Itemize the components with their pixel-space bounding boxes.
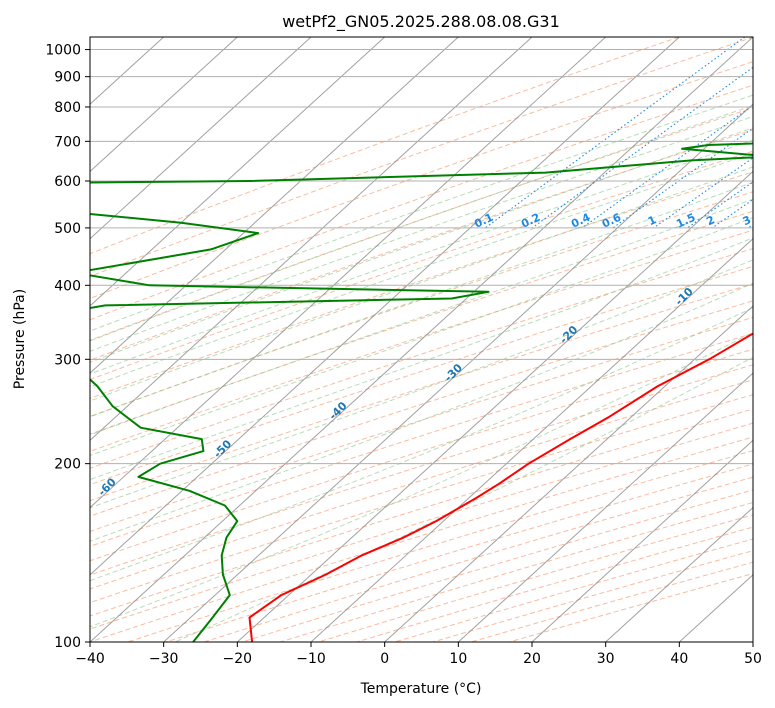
y-axis: 1000 900 800 700 600 500 400 300 200 100: [45, 43, 90, 651]
temperature-profile-line: [248, 332, 753, 642]
y-tick-label: 900: [54, 70, 81, 86]
isotherm: [531, 439, 753, 642]
y-axis-title: Pressure (hPa): [12, 289, 28, 389]
dry-adiabat: [90, 332, 753, 547]
isotherm: [90, 37, 312, 240]
dry-adiabat: [90, 84, 753, 321]
isotherm: [605, 506, 753, 642]
x-tick-label: 0: [380, 651, 389, 667]
sounding-series: [90, 142, 753, 642]
dry-adiabat: [90, 348, 753, 562]
isotherm: [90, 37, 680, 576]
isotherm: [90, 37, 607, 509]
isotherm: [90, 37, 533, 442]
mixing-ratio-line: [531, 66, 753, 229]
dewpoint-profile-line: [90, 142, 753, 642]
y-tick-label: 100: [54, 635, 81, 651]
dry-adiabat: [90, 150, 753, 381]
y-tick-label: 600: [54, 174, 81, 190]
moist-adiabat: [90, 94, 753, 332]
x-tick-label: 40: [670, 651, 688, 667]
isotherms: [90, 37, 753, 642]
isotherm: [163, 103, 753, 642]
y-tick-label: 800: [54, 100, 81, 116]
dry-adiabat: [90, 129, 753, 361]
y-tick-label: 400: [54, 278, 81, 294]
dry-adiabat: [90, 394, 753, 604]
plot-frame: [89, 36, 754, 643]
mixing-ratio-lines: [484, 37, 753, 229]
mixing-ratio-line: [653, 157, 753, 229]
isotherm: [90, 37, 459, 374]
isotherm: [236, 170, 753, 642]
x-tick-label: 10: [449, 651, 467, 667]
dry-adiabat: [90, 37, 680, 255]
dry-adiabat: [90, 37, 753, 278]
x-tick-label: −10: [296, 651, 326, 667]
isotherm: [384, 305, 753, 642]
y-tick-label: 200: [54, 457, 81, 473]
y-tick-label: 700: [54, 134, 81, 150]
mixing-ratio-line: [484, 37, 746, 229]
y-tick-label: 1000: [45, 43, 81, 59]
x-tick-label: 50: [744, 651, 762, 667]
moist-adiabat: [90, 282, 753, 542]
x-tick-label: −20: [223, 651, 253, 667]
dry-adiabat: [90, 191, 753, 417]
isotherm: [310, 237, 753, 642]
x-tick-label: −30: [149, 651, 179, 667]
isotherm: [90, 37, 238, 173]
isotherm: [90, 37, 753, 642]
y-tick-label: 500: [54, 221, 81, 237]
x-tick-label: −40: [75, 651, 105, 667]
moist-adiabat: [90, 259, 753, 509]
dry-adiabat: [90, 379, 753, 590]
dry-adiabat: [90, 364, 753, 576]
isotherm: [90, 37, 386, 307]
moist-adiabat: [90, 217, 753, 457]
moist-adiabat: [90, 198, 753, 436]
x-axis-title: Temperature (°C): [360, 681, 482, 697]
x-axis: −40 −30 −20 −10 0 10 20 30 40 50: [75, 642, 762, 667]
moist-adiabat: [90, 166, 753, 402]
x-tick-label: 30: [597, 651, 615, 667]
x-tick-label: 20: [523, 651, 541, 667]
y-tick-label: 300: [54, 352, 81, 368]
chart-title: wetPf2_GN05.2025.288.08.08.G31: [282, 12, 560, 32]
isotherm: [457, 372, 753, 642]
moist-adiabat: [90, 181, 753, 418]
dry-adiabats: [90, 37, 753, 642]
